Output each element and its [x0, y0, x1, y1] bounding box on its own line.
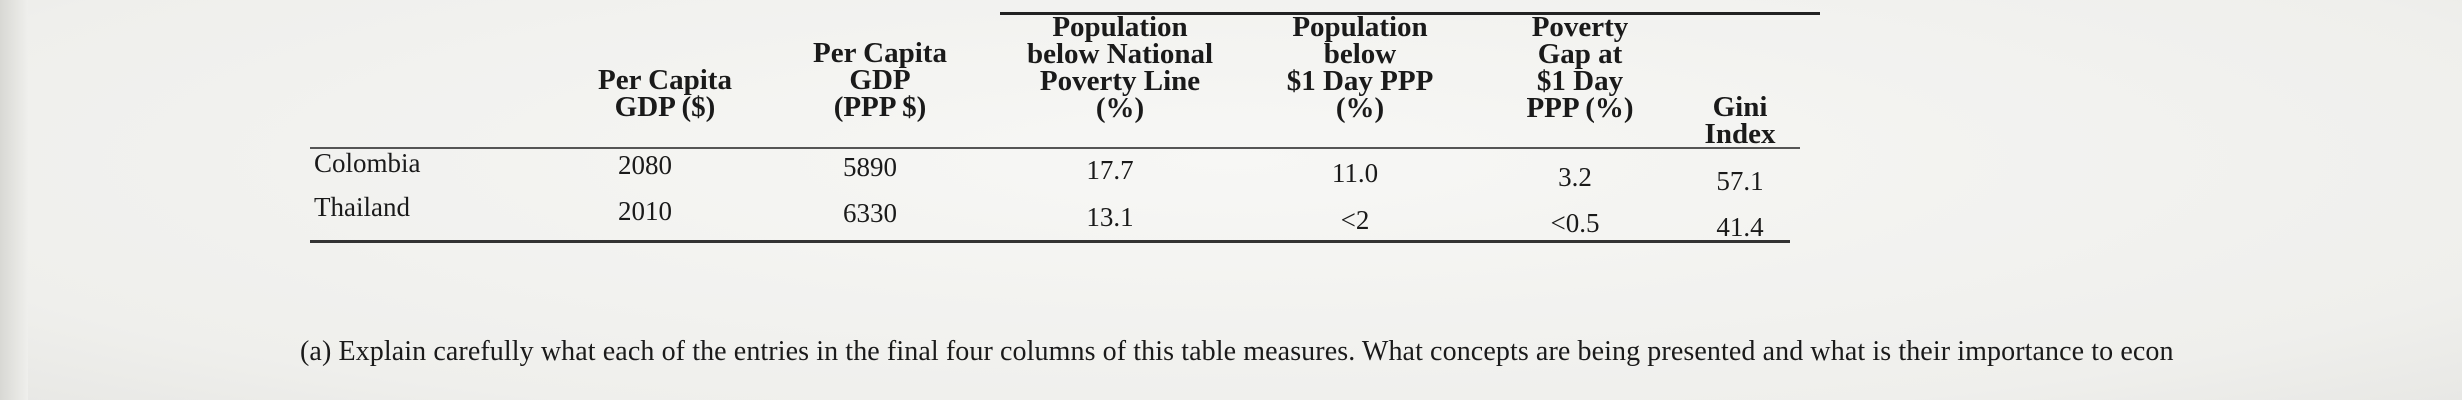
page-edge-shadow	[0, 0, 28, 400]
row-label-thailand: Thailand	[314, 192, 410, 222]
question-text: (a) Explain carefully what each of the e…	[300, 336, 2174, 367]
column-header-poverty-gap: Poverty Gap at $1 Day PPP (%)	[1526, 11, 1634, 124]
cell-thailand-gdp: 2010	[618, 196, 672, 226]
cell-thailand-gini: 41.4	[1716, 212, 1764, 242]
table-header-rule	[310, 147, 1800, 149]
column-header-gini-index: Gini Index	[1704, 91, 1776, 150]
column-header-national-poverty-line: Population below National Poverty Line (…	[1026, 11, 1214, 124]
cell-thailand-poverty-gap: <0.5	[1550, 208, 1600, 238]
cell-colombia-below-1-day: 11.0	[1331, 158, 1379, 188]
cell-colombia-gini: 57.1	[1716, 166, 1764, 196]
table-top-rule	[1000, 12, 1820, 15]
cell-thailand-national-poverty: 13.1	[1086, 202, 1134, 232]
cell-colombia-gdp: 2080	[618, 150, 672, 180]
column-header-per-capita-gdp-ppp: Per Capita GDP (PPP $)	[813, 37, 947, 123]
column-header-below-1-day-ppp: Population below $1 Day PPP (%)	[1286, 11, 1434, 124]
column-header-per-capita-gdp: Per Capita GDP ($)	[598, 64, 732, 123]
row-label-colombia: Colombia	[314, 148, 421, 178]
cell-colombia-gdp-ppp: 5890	[843, 152, 897, 182]
cell-thailand-gdp-ppp: 6330	[843, 198, 897, 228]
cell-colombia-national-poverty: 17.7	[1086, 155, 1134, 185]
cell-colombia-poverty-gap: 3.2	[1558, 162, 1592, 192]
table-bottom-rule	[310, 240, 1790, 243]
cell-thailand-below-1-day: <2	[1340, 205, 1370, 235]
